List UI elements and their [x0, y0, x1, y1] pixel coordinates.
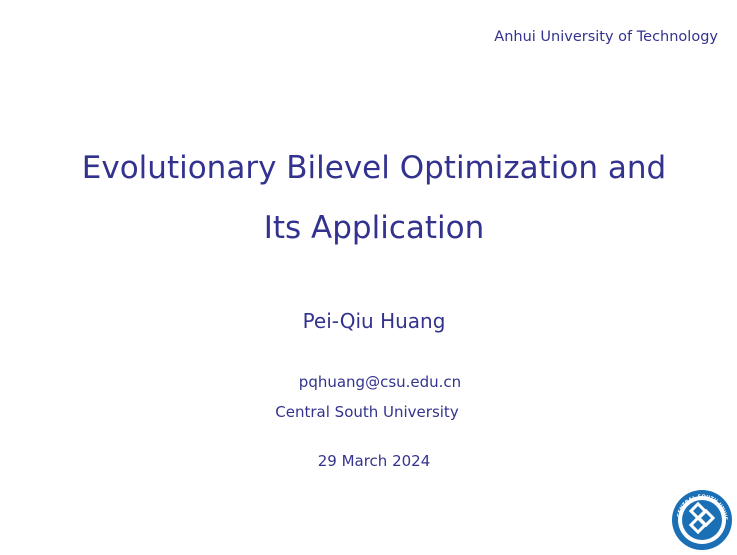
author-email: pqhuang@csu.edu.cn: [298, 373, 462, 391]
author-affiliation: Central South University: [275, 403, 459, 421]
presentation-date: 29 March 2024: [317, 452, 431, 470]
institution-label: Anhui University of Technology: [494, 29, 718, 45]
central-south-university-logo-icon: CENTRAL SOUTH UNIVERSITY: [671, 489, 732, 550]
slide-title-line-2: Its Application: [263, 210, 485, 246]
author-name: Pei-Qiu Huang: [302, 309, 446, 333]
slide-title-line-1: Evolutionary Bilevel Optimization and: [81, 150, 667, 186]
